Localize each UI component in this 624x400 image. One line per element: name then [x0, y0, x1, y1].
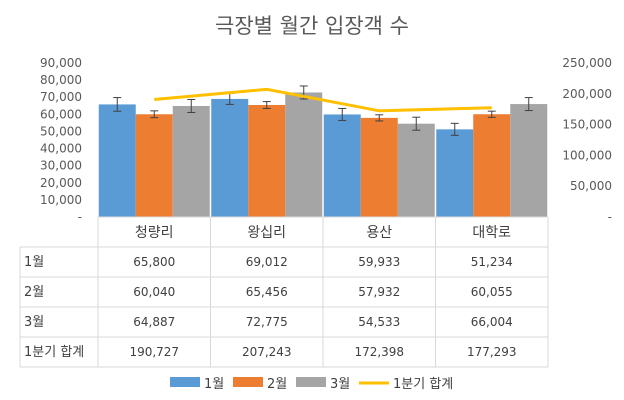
legend-swatch — [296, 377, 326, 387]
series-line — [154, 87, 492, 113]
table-row-label: 1월 — [24, 255, 44, 270]
left-tick-label: 80,000 — [40, 73, 82, 87]
bar — [360, 117, 398, 217]
chart-title: 극장별 월간 입장객 수 — [215, 14, 409, 38]
table-cell: 66,004 — [471, 315, 513, 329]
error-bars — [113, 85, 533, 136]
left-tick-label: 60,000 — [40, 107, 82, 121]
total-line — [154, 87, 492, 113]
right-tick-label: 200,000 — [562, 87, 612, 101]
bar — [473, 114, 511, 217]
bars — [98, 92, 548, 217]
category-label: 용산 — [366, 225, 392, 241]
category-label: 청량리 — [135, 225, 174, 241]
data-table: 청량리 왕십리 용산 대학로 1월 65,800 69,012 59,933 51,234 2월 6… — [19, 216, 549, 368]
bar — [135, 114, 173, 217]
table-cell: 72,775 — [246, 315, 288, 329]
left-axis: - 10,000 20,000 30,000 40,000 50,000 60,000 70,… — [40, 56, 82, 224]
right-tick-label: 150,000 — [562, 118, 612, 132]
legend-label: 2월 — [267, 377, 287, 392]
table-cell: 65,800 — [133, 255, 175, 269]
table-cell: 64,887 — [133, 315, 175, 329]
table-cell: 207,243 — [242, 345, 292, 359]
left-tick-label: 70,000 — [40, 90, 82, 104]
table-row-label: 3월 — [24, 315, 44, 330]
table-cell: 65,456 — [246, 285, 288, 299]
left-tick-label: 90,000 — [40, 56, 82, 70]
bar — [510, 104, 548, 217]
right-axis: - 50,000 100,000 150,000 200,000 250,000 — [562, 56, 612, 224]
table-cell: 69,012 — [246, 255, 288, 269]
left-tick-label: 10,000 — [40, 193, 82, 207]
table-cell: 172,398 — [354, 345, 404, 359]
legend-label: 3월 — [330, 377, 350, 392]
table-row-label: 1분기 합계 — [24, 345, 84, 360]
bar — [285, 92, 323, 217]
legend-swatch — [233, 377, 263, 387]
table-cell: 57,932 — [358, 285, 400, 299]
bar — [248, 104, 286, 217]
left-tick-label: - — [78, 210, 82, 224]
bar — [211, 98, 249, 217]
table-cell: 51,234 — [471, 255, 513, 269]
category-label: 왕십리 — [247, 225, 286, 241]
bar — [323, 114, 361, 217]
left-tick-label: 20,000 — [40, 176, 82, 190]
bar — [436, 129, 474, 217]
bar — [98, 104, 136, 217]
legend-label: 1월 — [204, 377, 224, 392]
table-cell: 54,533 — [358, 315, 400, 329]
right-tick-label: 50,000 — [570, 179, 612, 193]
legend-swatch — [170, 377, 200, 387]
category-label: 대학로 — [472, 225, 511, 241]
left-tick-label: 50,000 — [40, 124, 82, 138]
table-cell: 60,055 — [471, 285, 513, 299]
legend: 1월 2월 3월 1분기 합계 — [170, 377, 453, 392]
right-tick-label: 100,000 — [562, 148, 612, 162]
bar — [397, 123, 435, 217]
right-tick-label: 250,000 — [562, 56, 612, 70]
table-cell: 59,933 — [358, 255, 400, 269]
table-cell: 177,293 — [467, 345, 517, 359]
legend-label: 1분기 합계 — [393, 377, 453, 392]
table-cell: 60,040 — [133, 285, 175, 299]
left-tick-label: 40,000 — [40, 142, 82, 156]
bar — [172, 105, 210, 217]
table-row-label: 2월 — [24, 285, 44, 300]
table-cell: 190,727 — [129, 345, 179, 359]
right-tick-label: - — [608, 210, 612, 224]
left-tick-label: 30,000 — [40, 159, 82, 173]
